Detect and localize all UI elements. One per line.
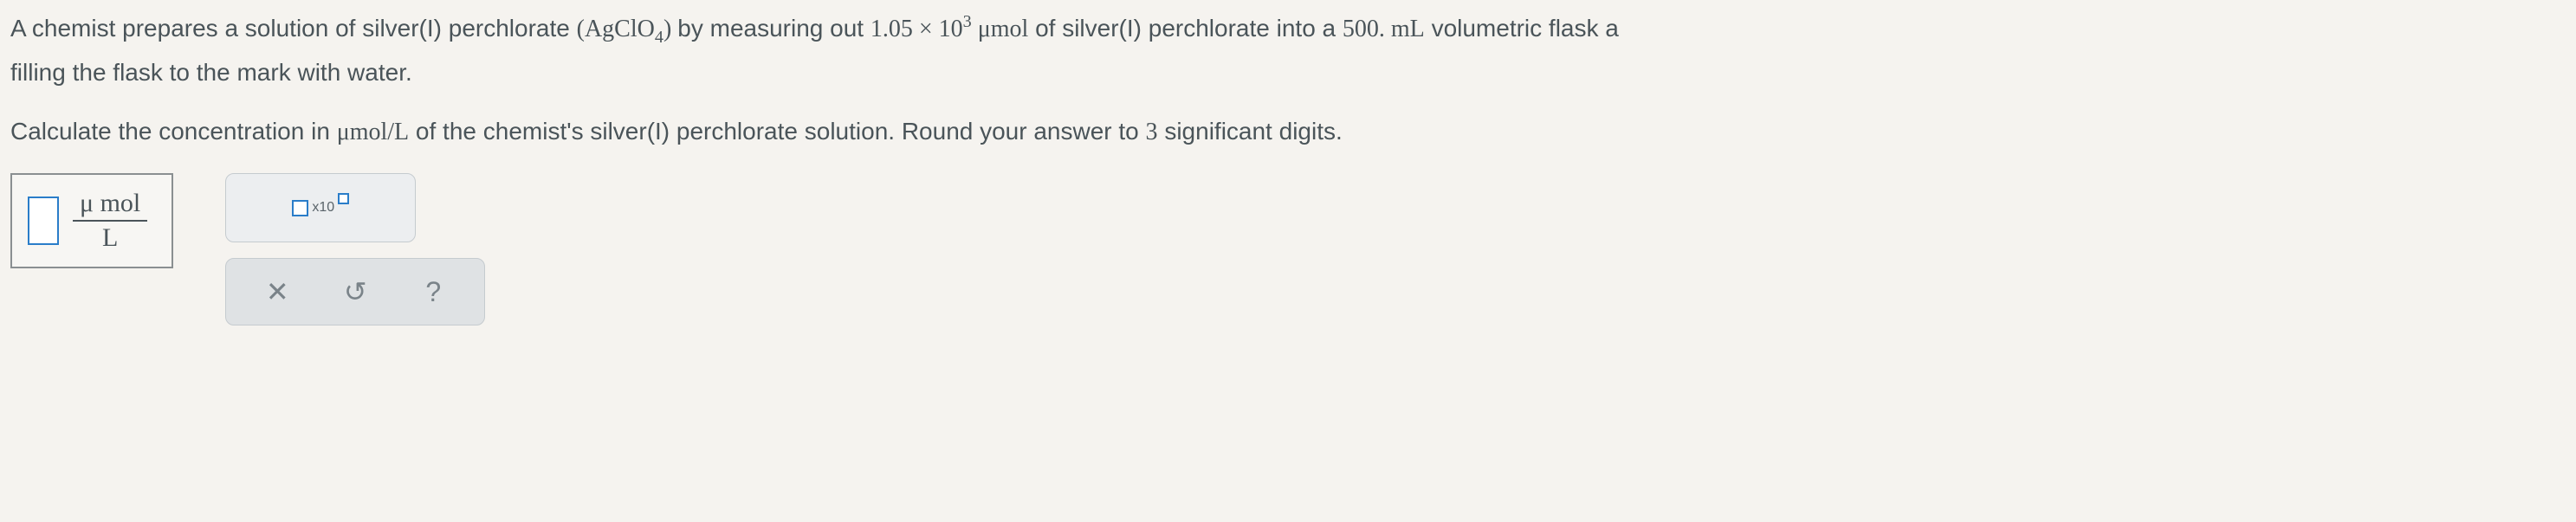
- volume-value: 500. mL: [1343, 16, 1425, 42]
- problem-line-2: filling the flask to the mark with water…: [10, 55, 2576, 91]
- x-icon: ✕: [266, 271, 289, 313]
- tool-panel: x10 ✕ ↺ ?: [225, 173, 485, 325]
- chemical-formula: (AgClO4): [577, 16, 678, 42]
- text-segment: A chemist prepares a solution of silver(…: [10, 15, 577, 42]
- amount-unit: μmol: [978, 16, 1029, 42]
- clear-button[interactable]: ✕: [258, 273, 296, 311]
- text-segment: of silver(I) perchlorate into a: [1035, 15, 1343, 42]
- answer-input[interactable]: [28, 197, 59, 245]
- text-segment: significant digits.: [1164, 118, 1342, 145]
- unit-numerator: μ mol: [73, 190, 147, 222]
- text-segment: by measuring out: [677, 15, 871, 42]
- problem-prompt: Calculate the concentration in μmol/L of…: [10, 113, 2576, 151]
- sci-notation-icon: x10: [292, 197, 349, 218]
- scientific-notation-button[interactable]: x10: [225, 173, 416, 242]
- action-bar: ✕ ↺ ?: [225, 258, 485, 325]
- reset-button[interactable]: ↺: [336, 273, 374, 311]
- amount-value: 1.05 × 103: [871, 16, 978, 42]
- help-button[interactable]: ?: [414, 273, 452, 311]
- answer-unit: μ mol L: [73, 190, 147, 251]
- question-icon: ?: [425, 271, 441, 313]
- sigfig-count: 3: [1146, 119, 1158, 145]
- x10-label: x10: [312, 197, 334, 218]
- text-segment: Calculate the concentration in: [10, 118, 337, 145]
- text-segment: volumetric flask a: [1432, 15, 1619, 42]
- prompt-unit: μmol/L: [337, 119, 409, 145]
- text-segment: of the chemist's silver(I) perchlorate s…: [416, 118, 1146, 145]
- answer-box: μ mol L: [10, 173, 173, 268]
- problem-statement: A chemist prepares a solution of silver(…: [10, 10, 2576, 91]
- mantissa-box-icon: [292, 200, 308, 216]
- exponent-box-icon: [338, 193, 349, 204]
- problem-line-1: A chemist prepares a solution of silver(…: [10, 10, 2576, 48]
- input-row: μ mol L x10 ✕ ↺ ?: [10, 173, 2576, 325]
- unit-denominator: L: [73, 222, 147, 251]
- undo-icon: ↺: [344, 271, 367, 313]
